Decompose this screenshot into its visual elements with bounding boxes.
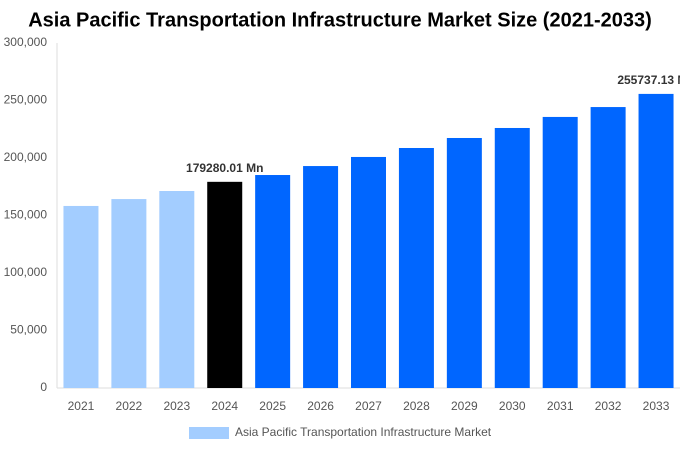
y-tick-label: 0 bbox=[40, 380, 47, 394]
y-tick-label: 100,000 bbox=[4, 265, 48, 279]
legend-swatch bbox=[189, 427, 229, 439]
x-tick-label: 2032 bbox=[595, 399, 622, 413]
x-tick-label: 2031 bbox=[547, 399, 574, 413]
bar bbox=[398, 147, 434, 388]
bar bbox=[255, 175, 291, 388]
bar bbox=[638, 93, 674, 389]
y-tick-label: 200,000 bbox=[4, 150, 48, 164]
x-tick-label: 2025 bbox=[259, 399, 286, 413]
bar bbox=[111, 199, 147, 388]
y-tick-label: 150,000 bbox=[4, 208, 48, 222]
x-tick-label: 2029 bbox=[451, 399, 478, 413]
x-tick-label: 2022 bbox=[116, 399, 143, 413]
y-tick-label: 50,000 bbox=[10, 323, 47, 337]
bar bbox=[207, 181, 243, 388]
y-tick-label: 300,000 bbox=[4, 35, 48, 49]
x-tick-label: 2021 bbox=[68, 399, 95, 413]
bar bbox=[63, 205, 99, 388]
legend-label: Asia Pacific Transportation Infrastructu… bbox=[235, 425, 492, 439]
x-tick-label: 2023 bbox=[163, 399, 190, 413]
x-tick-label: 2026 bbox=[307, 399, 334, 413]
x-tick-label: 2028 bbox=[403, 399, 430, 413]
x-tick-label: 2030 bbox=[499, 399, 526, 413]
bar bbox=[446, 137, 482, 388]
y-tick-label: 250,000 bbox=[4, 93, 48, 107]
value-label: 179280.01 Mn bbox=[186, 161, 263, 175]
bar bbox=[542, 116, 578, 388]
x-tick-label: 2024 bbox=[211, 399, 238, 413]
chart-title: Asia Pacific Transportation Infrastructu… bbox=[28, 9, 652, 31]
x-tick-label: 2033 bbox=[643, 399, 670, 413]
value-label: 255737.13 Mn bbox=[617, 73, 680, 87]
bar bbox=[590, 107, 626, 389]
bar bbox=[494, 127, 530, 389]
x-tick-label: 2027 bbox=[355, 399, 382, 413]
bar bbox=[159, 191, 195, 388]
bar bbox=[303, 166, 339, 388]
bar bbox=[351, 156, 386, 388]
